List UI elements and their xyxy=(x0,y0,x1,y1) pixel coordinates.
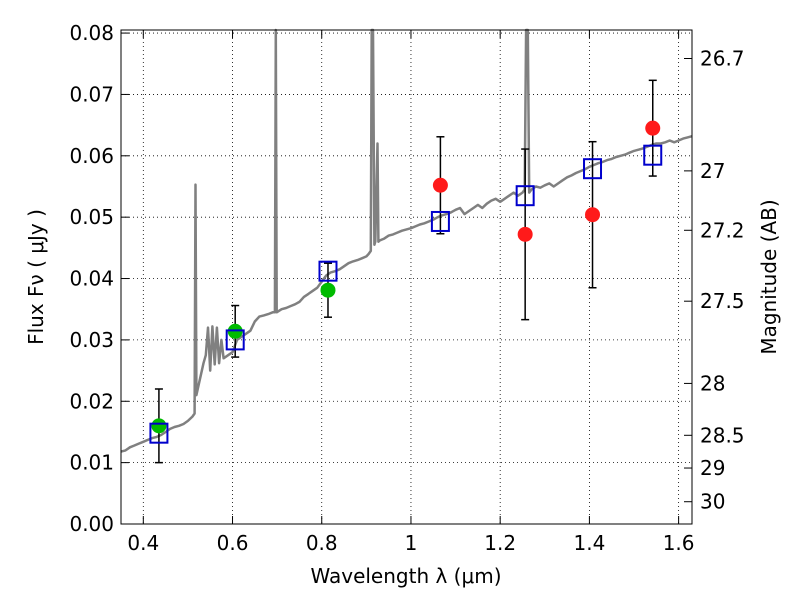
right-tick-label: 29 xyxy=(700,456,725,480)
model-square xyxy=(515,185,535,207)
y-tick-label: 0.06 xyxy=(69,144,114,168)
model-square xyxy=(149,422,169,444)
x-axis-label: Wavelength λ (μm) xyxy=(310,564,501,588)
x-tick-label: 0.6 xyxy=(217,531,249,555)
y-tick-label: 0.01 xyxy=(69,451,114,475)
axis-ticks: 0.4 0.6 0.8 1 1.2 1.4 1.6 0.00 0.01 0.02 0.03 0.04 0… xyxy=(69,21,744,555)
model-square xyxy=(430,210,450,232)
right-tick-label: 27.5 xyxy=(700,289,745,313)
y-tick-label: 0.00 xyxy=(69,512,114,536)
x-tick-label: 1 xyxy=(405,531,418,555)
data-markers xyxy=(149,79,663,464)
model-square xyxy=(318,260,338,282)
model-square xyxy=(643,144,663,166)
y-tick-label: 0.02 xyxy=(69,389,114,413)
photometry-point xyxy=(151,418,167,434)
photometry-point xyxy=(585,207,601,223)
right-tick-label: 27 xyxy=(700,159,725,183)
spectrum-line xyxy=(120,28,693,453)
right-tick-label: 28.5 xyxy=(700,423,745,447)
x-tick-label: 1.2 xyxy=(484,531,516,555)
right-tick-label: 27.2 xyxy=(700,218,745,242)
model-square xyxy=(225,329,245,351)
model-square xyxy=(583,158,603,180)
right-tick-label: 26.7 xyxy=(700,46,745,70)
y-right-axis-label: Magnitude (AB) xyxy=(757,199,781,354)
y-tick-label: 0.03 xyxy=(69,328,114,352)
x-tick-label: 1.4 xyxy=(573,531,605,555)
x-tick-label: 0.8 xyxy=(306,531,338,555)
spectrum-path xyxy=(120,28,693,453)
y-axis-label: Flux Fν ( μJy ) xyxy=(24,209,48,345)
y-tick-label: 0.04 xyxy=(69,267,114,291)
photometry-point xyxy=(320,282,336,298)
y-tick-label: 0.05 xyxy=(69,205,114,229)
y-tick-label: 0.07 xyxy=(69,82,114,106)
right-tick-label: 28 xyxy=(700,371,725,395)
photometry-point xyxy=(645,120,661,136)
photometry-point xyxy=(517,226,533,242)
right-tick-label: 30 xyxy=(700,490,725,514)
plot-frame xyxy=(120,29,693,525)
photometry-point xyxy=(432,177,448,193)
x-tick-label: 0.4 xyxy=(127,531,159,555)
y-tick-label: 0.08 xyxy=(69,21,114,45)
x-tick-label: 1.6 xyxy=(663,531,695,555)
